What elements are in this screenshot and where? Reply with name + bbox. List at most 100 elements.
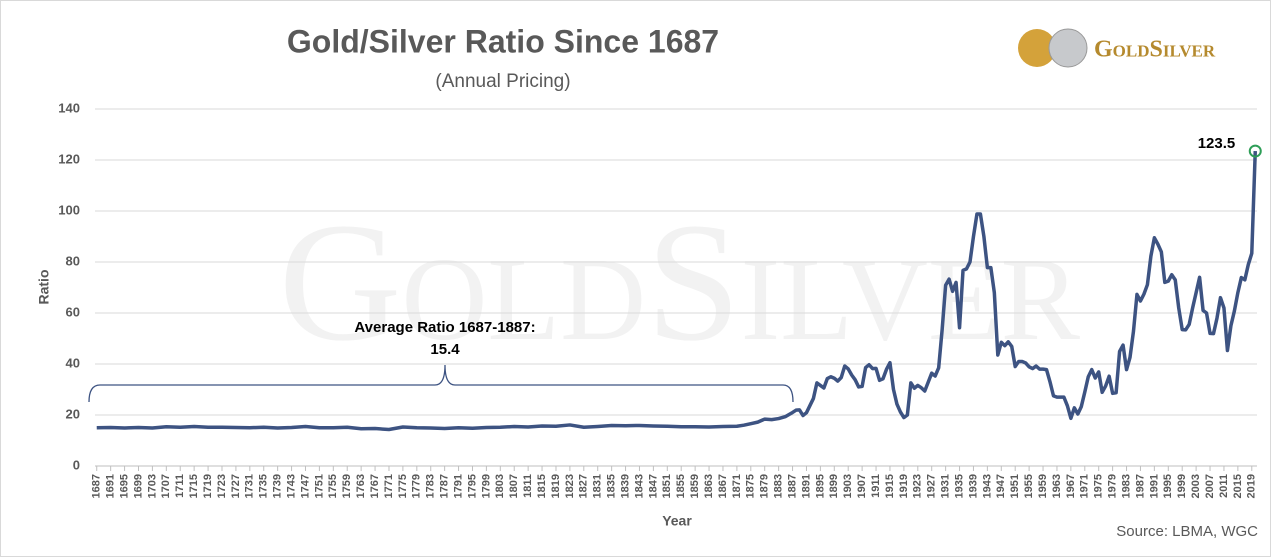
x-tick-label: 1739 [272, 474, 284, 498]
x-tick-label: 1707 [160, 474, 172, 498]
x-tick-label: 1779 [411, 474, 423, 498]
x-tick-label: 1735 [258, 474, 270, 498]
chart-subtitle: (Annual Pricing) [435, 71, 570, 92]
x-tick-label: 1787 [439, 474, 451, 498]
x-tick-label: 1811 [522, 474, 534, 498]
x-tick-label: 1775 [397, 474, 409, 498]
x-tick-label: 1839 [619, 474, 631, 498]
y-tick-label: 120 [58, 151, 80, 166]
x-tick-label: 1971 [1079, 474, 1091, 498]
x-tick-label: 1935 [953, 474, 965, 498]
x-tick-label: 1911 [870, 474, 882, 498]
x-tick-label: 1803 [494, 474, 506, 498]
x-tick-label: 1791 [452, 474, 464, 498]
x-tick-label: 1883 [773, 474, 785, 498]
x-tick-label: 1903 [842, 474, 854, 498]
x-tick-label: 1723 [216, 474, 228, 498]
x-tick-label: 1991 [1148, 474, 1160, 498]
x-tick-label: 1847 [647, 474, 659, 498]
x-tick-label: 1815 [536, 474, 548, 498]
series-line [96, 151, 1258, 432]
x-tick-label: 1895 [814, 474, 826, 498]
x-tick-label: 1875 [745, 474, 757, 498]
x-tick-label: 1743 [285, 474, 297, 498]
x-tick-label: 1963 [1051, 474, 1063, 498]
x-tick-label: 1751 [313, 474, 325, 498]
x-tick-label: 1835 [606, 474, 618, 498]
x-tick-label: 1967 [1065, 474, 1077, 498]
x-tick-label: 1947 [995, 474, 1007, 498]
x-tick-label: 1687 [91, 474, 103, 498]
x-tick-label: 1979 [1107, 474, 1119, 498]
y-tick-label: 0 [73, 457, 80, 472]
x-tick-label: 1975 [1093, 474, 1105, 498]
watermark: GoldSilver [279, 188, 1081, 376]
x-tick-label: 1919 [898, 474, 910, 498]
x-tick-label: 1879 [759, 474, 771, 498]
source: Source: LBMA, WGC [1116, 523, 1258, 540]
x-tick-label: 1727 [230, 474, 242, 498]
x-tick-label: 1851 [661, 474, 673, 498]
x-tick-label: 1843 [633, 474, 645, 498]
x-tick-label: 1703 [146, 474, 158, 498]
x-tick-label: 1747 [299, 474, 311, 498]
x-tick-label: 1715 [188, 474, 200, 498]
x-tick-label: 1759 [341, 474, 353, 498]
last-point-marker [1248, 144, 1262, 158]
x-tick-label: 1867 [717, 474, 729, 498]
x-tick-label: 1699 [132, 474, 144, 498]
x-tick-label: 1915 [884, 474, 896, 498]
x-tick-label: 2019 [1246, 474, 1258, 498]
x-tick-label: 1719 [202, 474, 214, 498]
x-tick-label: 1755 [327, 474, 339, 498]
x-tick-label: 2007 [1204, 474, 1216, 498]
x-tick-label: 1831 [592, 474, 604, 498]
x-tick-label: 1927 [926, 474, 938, 498]
x-tick-label: 1959 [1037, 474, 1049, 498]
x-tick-label: 1819 [550, 474, 562, 498]
x-tick-label: 1983 [1120, 474, 1132, 498]
x-tick-label: 1943 [981, 474, 993, 498]
y-tick-label: 80 [66, 253, 80, 268]
x-tick-label: 1887 [786, 474, 798, 498]
x-tick-label: 1995 [1162, 474, 1174, 498]
chart-title: Gold/Silver Ratio Since 1687 [287, 23, 719, 59]
logo-coin-gold [1018, 29, 1056, 67]
x-tick-label: 1783 [425, 474, 437, 498]
x-tick-label: 1999 [1176, 474, 1188, 498]
y-tick-label: 100 [58, 202, 80, 217]
y-tick-label: 20 [66, 406, 80, 421]
y-tick-label: 140 [58, 100, 80, 115]
x-tick-label: 1767 [369, 474, 381, 498]
x-tick-label: 1859 [689, 474, 701, 498]
x-tick-label: 1871 [731, 474, 743, 498]
x-tick-label: 1939 [967, 474, 979, 498]
y-axis-label: Ratio [36, 270, 52, 305]
x-tick-label: 2003 [1190, 474, 1202, 498]
x-tick-label: 1907 [856, 474, 868, 498]
x-tick-label: 1931 [940, 474, 952, 498]
x-tick-label: 1799 [480, 474, 492, 498]
x-tick-label: 1771 [383, 474, 395, 498]
annotation: Average Ratio 1687-1887: [354, 319, 535, 336]
annotation-value: 15.4 [430, 341, 460, 358]
x-axis-label: Year [662, 513, 692, 529]
x-tick-label: 1855 [675, 474, 687, 498]
x-tick-label: 1923 [912, 474, 924, 498]
x-tick-label: 1695 [118, 474, 130, 498]
brace [88, 364, 794, 403]
x-tick-label: 1899 [828, 474, 840, 498]
x-tick-label: 1827 [578, 474, 590, 498]
x-tick-label: 1807 [508, 474, 520, 498]
x-tick-label: 1891 [800, 474, 812, 498]
x-tick-label: 2015 [1232, 474, 1244, 498]
x-tick-label: 1987 [1134, 474, 1146, 498]
data-label: 123.5 [1198, 135, 1236, 152]
x-tick-label: 1863 [703, 474, 715, 498]
x-tick-label: 1955 [1023, 474, 1035, 498]
x-tick-label: 1731 [244, 474, 256, 498]
x-tick-label: 1795 [466, 474, 478, 498]
x-tick-label: 1951 [1009, 474, 1021, 498]
